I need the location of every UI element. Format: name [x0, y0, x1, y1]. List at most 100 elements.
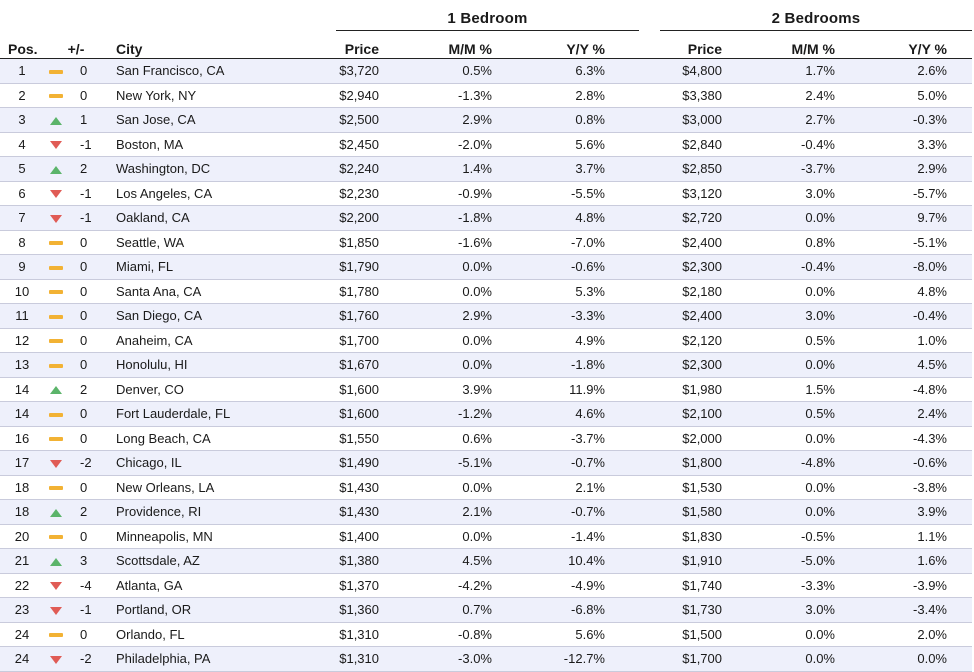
- price-1br-cell: $1,850: [291, 230, 404, 255]
- city-cell: Scottsdale, AZ: [108, 548, 291, 574]
- trend-cell: [44, 205, 68, 231]
- table-row: 17 -2 Chicago, IL $1,490 -5.1% -0.7% $1,800 -4.…: [0, 450, 972, 476]
- mm-1br-cell: -1.3%: [404, 83, 517, 108]
- mm-2br-cell: 0.0%: [747, 622, 860, 647]
- yy-1br-cell: -4.9%: [517, 573, 630, 598]
- price-2br-cell: $2,120: [630, 328, 747, 353]
- rank-cell: 14: [0, 377, 44, 402]
- yy-2br-cell: -3.4%: [860, 597, 972, 623]
- triangle-down-icon: [50, 655, 62, 664]
- price-1br-cell: $2,230: [291, 181, 404, 206]
- mm-2br-cell: 0.5%: [747, 328, 860, 353]
- city-cell: Miami, FL: [108, 254, 291, 280]
- price-2br-cell: $4,800: [630, 58, 747, 84]
- change-cell: -1: [68, 597, 108, 623]
- city-cell: Portland, OR: [108, 597, 291, 623]
- table-row: 22 -4 Atlanta, GA $1,370 -4.2% -4.9% $1,740 -3.…: [0, 573, 972, 598]
- table-row: 6 -1 Los Angeles, CA $2,230 -0.9% -5.5% $3,120…: [0, 181, 972, 206]
- price-2br-cell: $1,500: [630, 622, 747, 647]
- mm-2br-cell: -3.3%: [747, 573, 860, 598]
- trend-cell: [44, 279, 68, 304]
- change-cell: 0: [68, 401, 108, 427]
- price-1br-cell: $1,310: [291, 646, 404, 672]
- trend-cell: [44, 524, 68, 549]
- header-mm-1br: M/M %: [404, 36, 517, 59]
- rank-cell: 8: [0, 230, 44, 255]
- mm-1br-cell: 4.5%: [404, 548, 517, 574]
- yy-1br-cell: -5.5%: [517, 181, 630, 206]
- table-row: 7 -1 Oakland, CA $2,200 -1.8% 4.8% $2,720 0.0% 9…: [0, 205, 972, 231]
- yy-2br-cell: -3.9%: [860, 573, 972, 598]
- table-row: 20 0 Minneapolis, MN $1,400 0.0% -1.4% $1,830-…: [0, 524, 972, 549]
- city-cell: Honolulu, HI: [108, 352, 291, 378]
- yy-2br-cell: -4.3%: [860, 426, 972, 451]
- table-row: 11 0 San Diego, CA $1,760 2.9% -3.3% $2,400 3.0…: [0, 303, 972, 329]
- table-row: 2 0 New York, NY $2,940 -1.3% 2.8% $3,380 2.4% 5…: [0, 83, 972, 108]
- group-underline-1-bedroom: [336, 30, 639, 31]
- table-header-row: Pos. +/- City Price M/M % Y/Y % Price M/…: [0, 36, 972, 59]
- city-cell: New York, NY: [108, 83, 291, 108]
- table-row: 3 1 San Jose, CA $2,500 2.9% 0.8% $3,000 2.7% -0…: [0, 107, 972, 133]
- yy-1br-cell: -3.3%: [517, 303, 630, 329]
- mm-1br-cell: -0.9%: [404, 181, 517, 206]
- yy-1br-cell: 11.9%: [517, 377, 630, 402]
- price-1br-cell: $1,380: [291, 548, 404, 574]
- rent-ranking-table: Pos. +/- City Price M/M % Y/Y % Price M/…: [0, 36, 972, 672]
- yy-2br-cell: -0.6%: [860, 450, 972, 476]
- yy-2br-cell: 1.1%: [860, 524, 972, 549]
- change-cell: -2: [68, 646, 108, 672]
- dash-icon: [49, 363, 63, 368]
- trend-cell: [44, 156, 68, 182]
- mm-1br-cell: 0.0%: [404, 475, 517, 500]
- yy-2br-cell: 2.4%: [860, 401, 972, 427]
- yy-1br-cell: 2.1%: [517, 475, 630, 500]
- trend-cell: [44, 475, 68, 500]
- rank-cell: 3: [0, 107, 44, 133]
- table-row: 8 0 Seattle, WA $1,850 -1.6% -7.0% $2,400 0.8% -…: [0, 230, 972, 255]
- yy-1br-cell: 5.6%: [517, 132, 630, 157]
- yy-1br-cell: 2.8%: [517, 83, 630, 108]
- rank-cell: 24: [0, 646, 44, 672]
- rank-cell: 18: [0, 475, 44, 500]
- table-row: 24 0 Orlando, FL $1,310 -0.8% 5.6% $1,500 0.0% 2…: [0, 622, 972, 647]
- price-1br-cell: $1,760: [291, 303, 404, 329]
- price-2br-cell: $3,120: [630, 181, 747, 206]
- city-cell: San Diego, CA: [108, 303, 291, 329]
- rank-cell: 6: [0, 181, 44, 206]
- mm-1br-cell: 0.0%: [404, 524, 517, 549]
- triangle-down-icon: [50, 582, 62, 591]
- triangle-down-icon: [50, 459, 62, 468]
- change-cell: -1: [68, 205, 108, 231]
- rank-cell: 23: [0, 597, 44, 623]
- rank-cell: 22: [0, 573, 44, 598]
- rank-cell: 10: [0, 279, 44, 304]
- mm-2br-cell: -0.5%: [747, 524, 860, 549]
- header-mm-2br: M/M %: [747, 36, 860, 59]
- dash-icon: [49, 339, 63, 344]
- yy-1br-cell: 4.9%: [517, 328, 630, 353]
- mm-1br-cell: -5.1%: [404, 450, 517, 476]
- mm-2br-cell: 2.7%: [747, 107, 860, 133]
- trend-cell: [44, 230, 68, 255]
- price-2br-cell: $2,100: [630, 401, 747, 427]
- mm-1br-cell: -3.0%: [404, 646, 517, 672]
- yy-2br-cell: 9.7%: [860, 205, 972, 231]
- table-row: 1 0 San Francisco, CA $3,720 0.5% 6.3% $4,800 1…: [0, 58, 972, 84]
- price-2br-cell: $2,850: [630, 156, 747, 182]
- mm-1br-cell: -1.2%: [404, 401, 517, 427]
- mm-1br-cell: 0.7%: [404, 597, 517, 623]
- triangle-down-icon: [50, 606, 62, 615]
- city-cell: San Jose, CA: [108, 107, 291, 133]
- mm-2br-cell: -5.0%: [747, 548, 860, 574]
- rank-cell: 24: [0, 622, 44, 647]
- triangle-up-icon: [50, 508, 62, 517]
- rank-cell: 18: [0, 499, 44, 525]
- price-2br-cell: $1,800: [630, 450, 747, 476]
- yy-2br-cell: 5.0%: [860, 83, 972, 108]
- price-2br-cell: $2,180: [630, 279, 747, 304]
- price-2br-cell: $1,910: [630, 548, 747, 574]
- column-group-headers: 1 Bedroom 2 Bedrooms: [0, 0, 974, 40]
- city-cell: Santa Ana, CA: [108, 279, 291, 304]
- group-underline-2-bedrooms: [660, 30, 972, 31]
- mm-1br-cell: 0.0%: [404, 254, 517, 280]
